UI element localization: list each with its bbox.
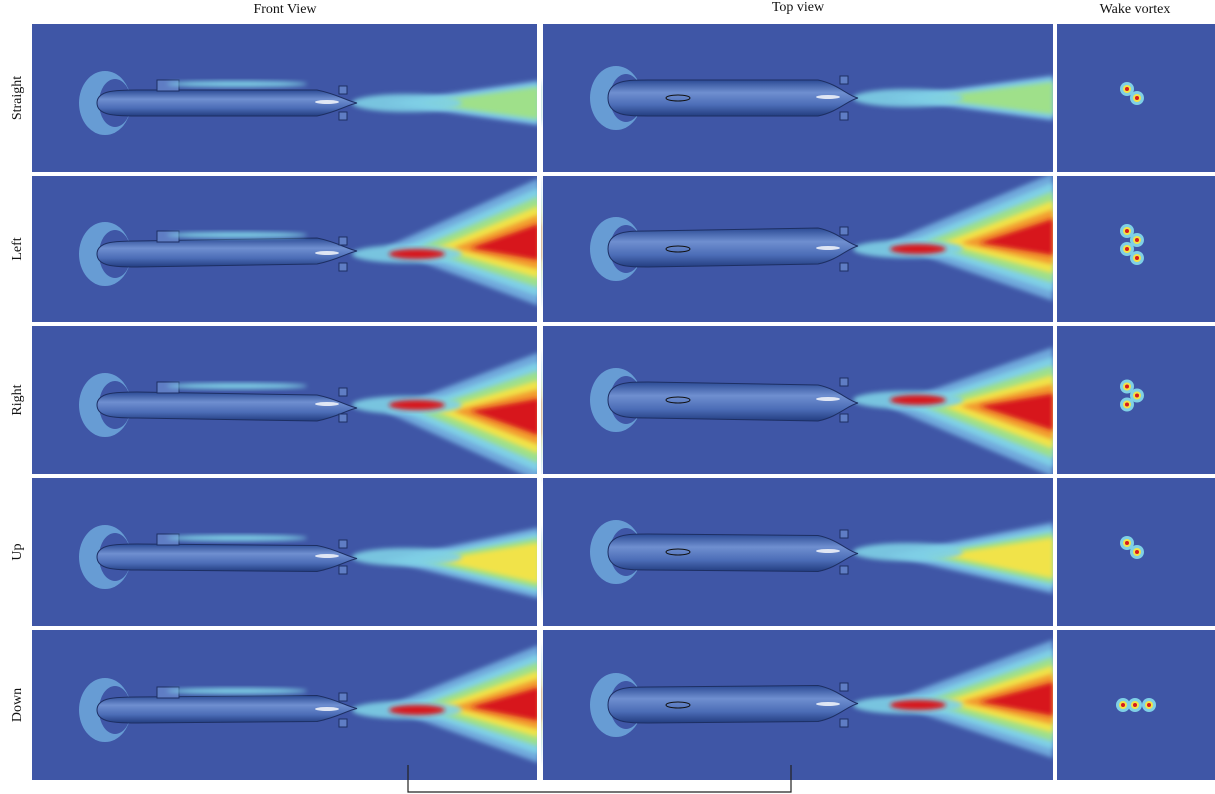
vortex-core (1125, 247, 1129, 251)
wake-core (389, 705, 445, 715)
rudder (840, 530, 848, 538)
sail-wake (167, 688, 307, 694)
highlight (315, 251, 339, 255)
sail-wake (167, 232, 307, 238)
highlight (315, 554, 339, 558)
column-header: Front View (253, 2, 317, 17)
vortex-core (1125, 541, 1129, 545)
submarine-hull (608, 382, 858, 421)
highlight (816, 95, 840, 99)
vortex-core (1147, 703, 1151, 707)
wake-streak (352, 548, 462, 566)
rudder (339, 414, 347, 422)
panel-grid: Straight Left Right Up Down (10, 24, 1215, 780)
vortex-core (1135, 550, 1139, 554)
vortex-core (1125, 87, 1129, 91)
wake-streak (352, 94, 462, 112)
panel (32, 478, 539, 626)
sail (157, 382, 179, 393)
vortex-core (1135, 238, 1139, 242)
wake-streak (853, 543, 963, 561)
wake-core (890, 395, 946, 405)
panel (1057, 478, 1215, 626)
panel (543, 173, 1053, 322)
row-label: Down (10, 688, 25, 722)
figure: Front View Top view Wake vortex Straight… (0, 0, 1215, 794)
sail-wake (167, 535, 307, 541)
rudder (339, 719, 347, 727)
rudder (840, 566, 848, 574)
vortex-core (1121, 703, 1125, 707)
vortex-core (1135, 394, 1139, 398)
vortex-core (1125, 403, 1129, 407)
rudder (840, 263, 848, 271)
row-label: Right (10, 384, 25, 415)
rudder (840, 76, 848, 84)
panel (32, 630, 539, 780)
vortex-core (1135, 96, 1139, 100)
rudder (339, 693, 347, 701)
column-header: Wake vortex (1100, 2, 1171, 17)
wake-core (389, 249, 445, 259)
vortex-core (1125, 229, 1129, 233)
rudder (339, 112, 347, 120)
wake-core (389, 400, 445, 410)
rudder (339, 540, 347, 548)
rudder (840, 112, 848, 120)
vortex-core (1125, 385, 1129, 389)
panel-background (1057, 176, 1215, 322)
rudder (840, 414, 848, 422)
rudder (339, 263, 347, 271)
sail-wake (167, 383, 307, 389)
rudder (840, 683, 848, 691)
highlight (315, 707, 339, 711)
row-label: Up (10, 543, 25, 560)
panel (543, 478, 1053, 626)
rudder (339, 237, 347, 245)
panel (32, 326, 539, 482)
wake-core (890, 700, 946, 710)
panel (1057, 630, 1215, 780)
highlight (816, 397, 840, 401)
sail (157, 231, 179, 242)
wake-streak (853, 89, 963, 107)
panel (1057, 326, 1215, 474)
panel (543, 24, 1053, 172)
panel (543, 630, 1053, 780)
rudder (840, 378, 848, 386)
submarine-hull (608, 534, 858, 572)
sail (157, 534, 179, 545)
sail-wake (167, 81, 307, 87)
submarine-hull (97, 544, 357, 572)
highlight (816, 702, 840, 706)
panel (1057, 24, 1215, 172)
panel (1057, 176, 1215, 322)
panel (32, 176, 539, 322)
rudder (840, 719, 848, 727)
vortex-core (1133, 703, 1137, 707)
panel (543, 326, 1053, 477)
vortex-core (1135, 256, 1139, 260)
row-label: Straight (10, 76, 25, 120)
submarine-hull (97, 392, 357, 421)
highlight (315, 402, 339, 406)
rudder (339, 388, 347, 396)
row-label: Left (10, 237, 25, 260)
rudder (339, 86, 347, 94)
highlight (315, 100, 339, 104)
highlight (816, 246, 840, 250)
sail (157, 80, 179, 91)
highlight (816, 549, 840, 553)
rudder (840, 227, 848, 235)
rudder (339, 566, 347, 574)
sail (157, 687, 179, 698)
column-header: Top view (772, 0, 825, 15)
wake-core (890, 244, 946, 254)
panel (32, 24, 539, 172)
